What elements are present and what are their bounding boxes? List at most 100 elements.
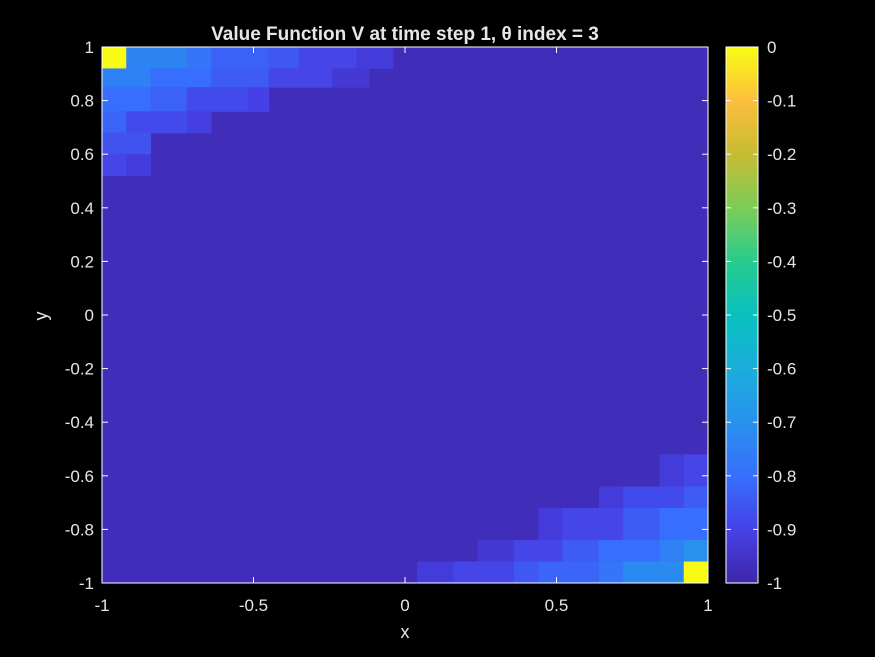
heatmap-cell: [659, 507, 709, 541]
colorbar-strip: [726, 344, 758, 350]
y-tick-label: 0.8: [70, 92, 94, 111]
x-tick-label: 0: [400, 596, 409, 615]
colorbar-strip: [726, 327, 758, 333]
colorbar-strip: [726, 449, 758, 454]
colorbar-strip: [726, 197, 758, 203]
heatmap-cell: [102, 132, 151, 155]
heatmap-cell: [538, 561, 600, 584]
y-tick-label: 0.4: [70, 199, 94, 218]
colorbar-strip: [726, 490, 758, 496]
colorbar-strip: [726, 574, 758, 580]
colorbar-strip: [726, 285, 758, 291]
heatmap-cell: [102, 154, 127, 177]
colorbar-strip: [726, 545, 758, 551]
colorbar-strip: [726, 453, 758, 458]
colorbar-strip: [726, 315, 758, 320]
colorbar-tick-label: -0.9: [767, 520, 796, 539]
colorbar-strip: [726, 201, 758, 207]
colorbar-strip: [726, 511, 758, 517]
colorbar-strip: [726, 63, 758, 69]
colorbar-strip: [726, 252, 758, 257]
colorbar-strip: [726, 398, 758, 404]
x-axis: -1 -0.5 0 0.5 1: [94, 47, 713, 615]
heatmap-cell: [417, 561, 454, 584]
colorbar-strip: [726, 294, 758, 299]
colorbar-strip: [726, 394, 758, 400]
colorbar-strip: [726, 176, 758, 182]
colorbar-strip: [726, 130, 758, 136]
heatmap-cell: [477, 540, 515, 563]
colorbar-strip: [726, 536, 758, 542]
colorbar-strip: [726, 436, 758, 442]
heatmap-cell: [126, 154, 151, 177]
heatmap-cell: [623, 486, 685, 509]
colorbar-tick-label: -0.7: [767, 413, 796, 432]
heatmap-cell: [623, 507, 661, 541]
colorbar-strip: [726, 465, 758, 471]
colorbar-tick-label: -0.8: [767, 467, 796, 486]
colorbar-strip: [726, 55, 758, 61]
colorbar-tick-label: -1: [767, 574, 782, 593]
colorbar-gradient: [726, 47, 758, 584]
y-tick-label: -0.6: [65, 467, 94, 486]
colorbar-strip: [726, 80, 758, 86]
x-tick-label: -0.5: [239, 596, 268, 615]
heatmap-cell: [598, 561, 624, 584]
plot-area: -1 -0.5 0 0.5 1 1 0.8 0.6 0.4 0.2 0 -0.2 -0.4 -0.6 -0…: [65, 38, 713, 615]
colorbar-strip: [726, 373, 758, 379]
heatmap-cell: [562, 507, 624, 541]
colorbar-strip: [726, 101, 758, 107]
colorbar-strip: [726, 386, 758, 391]
colorbar-strip: [726, 516, 758, 521]
colorbar-strip: [726, 93, 758, 98]
heatmap-cell: [562, 540, 600, 563]
colorbar-strip: [726, 377, 758, 383]
x-tick-label: 0.5: [545, 596, 569, 615]
colorbar-strip: [726, 218, 758, 224]
heatmap-cell: [102, 47, 127, 69]
colorbar-strip: [726, 193, 758, 199]
colorbar-strip: [726, 134, 758, 140]
colorbar-strip: [726, 181, 758, 186]
colorbar-strip: [726, 72, 758, 77]
colorbar-strip: [726, 382, 758, 387]
colorbar-strip: [726, 160, 758, 165]
colorbar-strip: [726, 352, 758, 358]
colorbar-tick-label: -0.5: [767, 306, 796, 325]
colorbar-strip: [726, 407, 758, 412]
colorbar-strip: [726, 570, 758, 576]
colorbar-strip: [726, 566, 758, 572]
colorbar-strip: [726, 126, 758, 132]
colorbar-strip: [726, 289, 758, 295]
colorbar-strip: [726, 428, 758, 433]
colorbar-strip: [726, 541, 758, 546]
colorbar-strip: [726, 549, 758, 555]
y-tick-label: -0.4: [65, 413, 94, 432]
heatmap-cell: [659, 540, 685, 563]
heatmap-cell: [102, 111, 127, 134]
heatmap-cell: [211, 68, 270, 88]
colorbar-strip: [726, 277, 758, 283]
colorbar-strip: [726, 168, 758, 174]
colorbar-strip: [726, 348, 758, 354]
colorbar-strip: [726, 562, 758, 567]
colorbar-strip: [726, 47, 758, 52]
colorbar-strip: [726, 440, 758, 446]
colorbar-strip: [726, 139, 758, 144]
colorbar-tick-label: 0: [767, 38, 776, 57]
colorbar-strip: [726, 235, 758, 241]
colorbar-strip: [726, 528, 758, 534]
heatmap-cell: [598, 540, 661, 563]
colorbar-strip: [726, 105, 758, 111]
heatmap-cell: [211, 47, 270, 69]
colorbar-strip: [726, 243, 758, 249]
x-axis-label: x: [401, 622, 410, 642]
heatmap-cell: [247, 87, 270, 112]
colorbar-strip: [726, 444, 758, 450]
y-axis: 1 0.8 0.6 0.4 0.2 0 -0.2 -0.4 -0.6 -0.8 -1: [65, 38, 708, 593]
colorbar-strip: [726, 151, 758, 157]
colorbar-strip: [726, 114, 758, 119]
heatmap-cell: [150, 68, 212, 88]
colorbar-strip: [726, 298, 758, 304]
